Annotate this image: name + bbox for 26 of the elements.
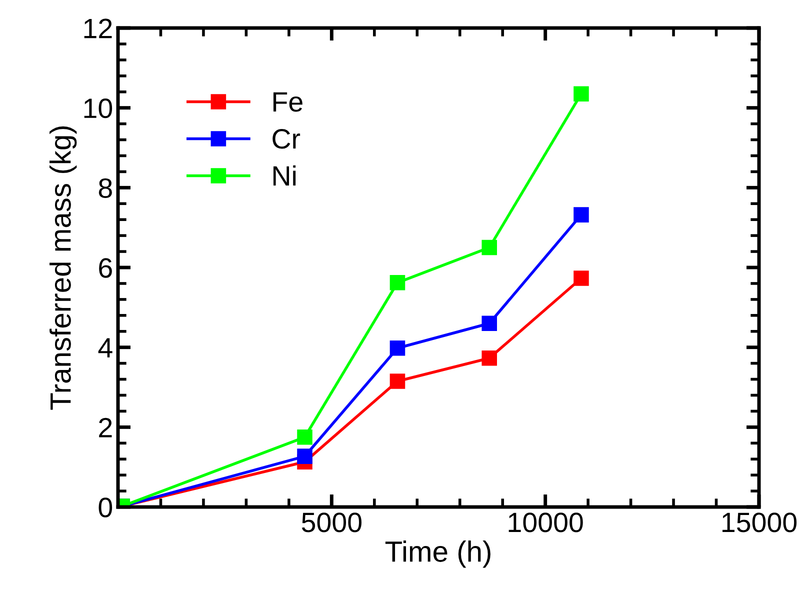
x-tick-label: 15000 — [722, 512, 797, 532]
x-tick-label: 5000 — [302, 512, 362, 532]
point — [574, 207, 589, 222]
y-tick-label: 12 — [84, 18, 112, 38]
y-tick-label: 6 — [99, 258, 112, 278]
x-tick-label: 10000 — [508, 512, 583, 532]
point — [390, 374, 406, 389]
y-tick-label: 10 — [84, 98, 112, 118]
point — [482, 240, 497, 256]
y-tick-label: 8 — [98, 178, 112, 198]
point — [297, 448, 312, 464]
y-tick-label: 4 — [98, 338, 112, 358]
point — [482, 350, 497, 366]
y-axis-title: Transferred mass (kg) — [50, 126, 77, 410]
legend-label: Cr — [272, 129, 300, 149]
point — [390, 340, 406, 356]
point — [390, 275, 406, 290]
point — [574, 270, 589, 286]
point — [297, 430, 312, 445]
legend-label: Ni — [273, 165, 296, 186]
point — [482, 316, 497, 332]
point — [574, 86, 589, 102]
y-tick-label: 0 — [98, 498, 112, 518]
legend-label: Fe — [273, 92, 302, 112]
x-axis-title: Time (h) — [385, 540, 490, 568]
y-tick-label: 2 — [99, 418, 112, 438]
